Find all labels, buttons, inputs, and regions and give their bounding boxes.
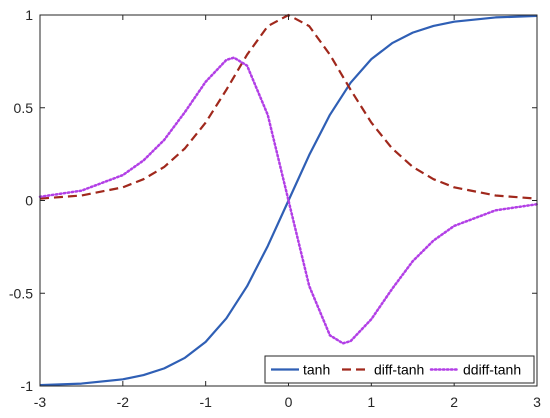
x-tick-label: -3 (34, 394, 47, 410)
ticks-layer: -3 -2 -1 0 1 2 3 -1 -0.5 0 0.5 1 (9, 7, 541, 410)
x-tick-label: 0 (285, 394, 293, 410)
x-tick-label: 2 (450, 394, 458, 410)
y-tick-label: 1 (25, 7, 33, 23)
x-tick-label: 3 (533, 394, 541, 410)
x-tick-label: -1 (199, 394, 212, 410)
legend-label: diff-tanh (374, 362, 424, 378)
y-tick-label: -1 (21, 378, 34, 394)
legend: tanh diff-tanh ddiff-tanh (264, 355, 535, 384)
legend-label: tanh (303, 362, 330, 378)
series-line-ddiff-tanh (38, 56, 539, 345)
x-tick-label: 1 (367, 394, 375, 410)
y-tick-label: 0.5 (14, 100, 34, 116)
legend-label: ddiff-tanh (463, 362, 521, 378)
x-tick-label: -2 (117, 394, 130, 410)
y-tick-label: -0.5 (9, 285, 33, 301)
y-tick-label: 0 (25, 193, 33, 209)
legend-box (264, 355, 535, 384)
